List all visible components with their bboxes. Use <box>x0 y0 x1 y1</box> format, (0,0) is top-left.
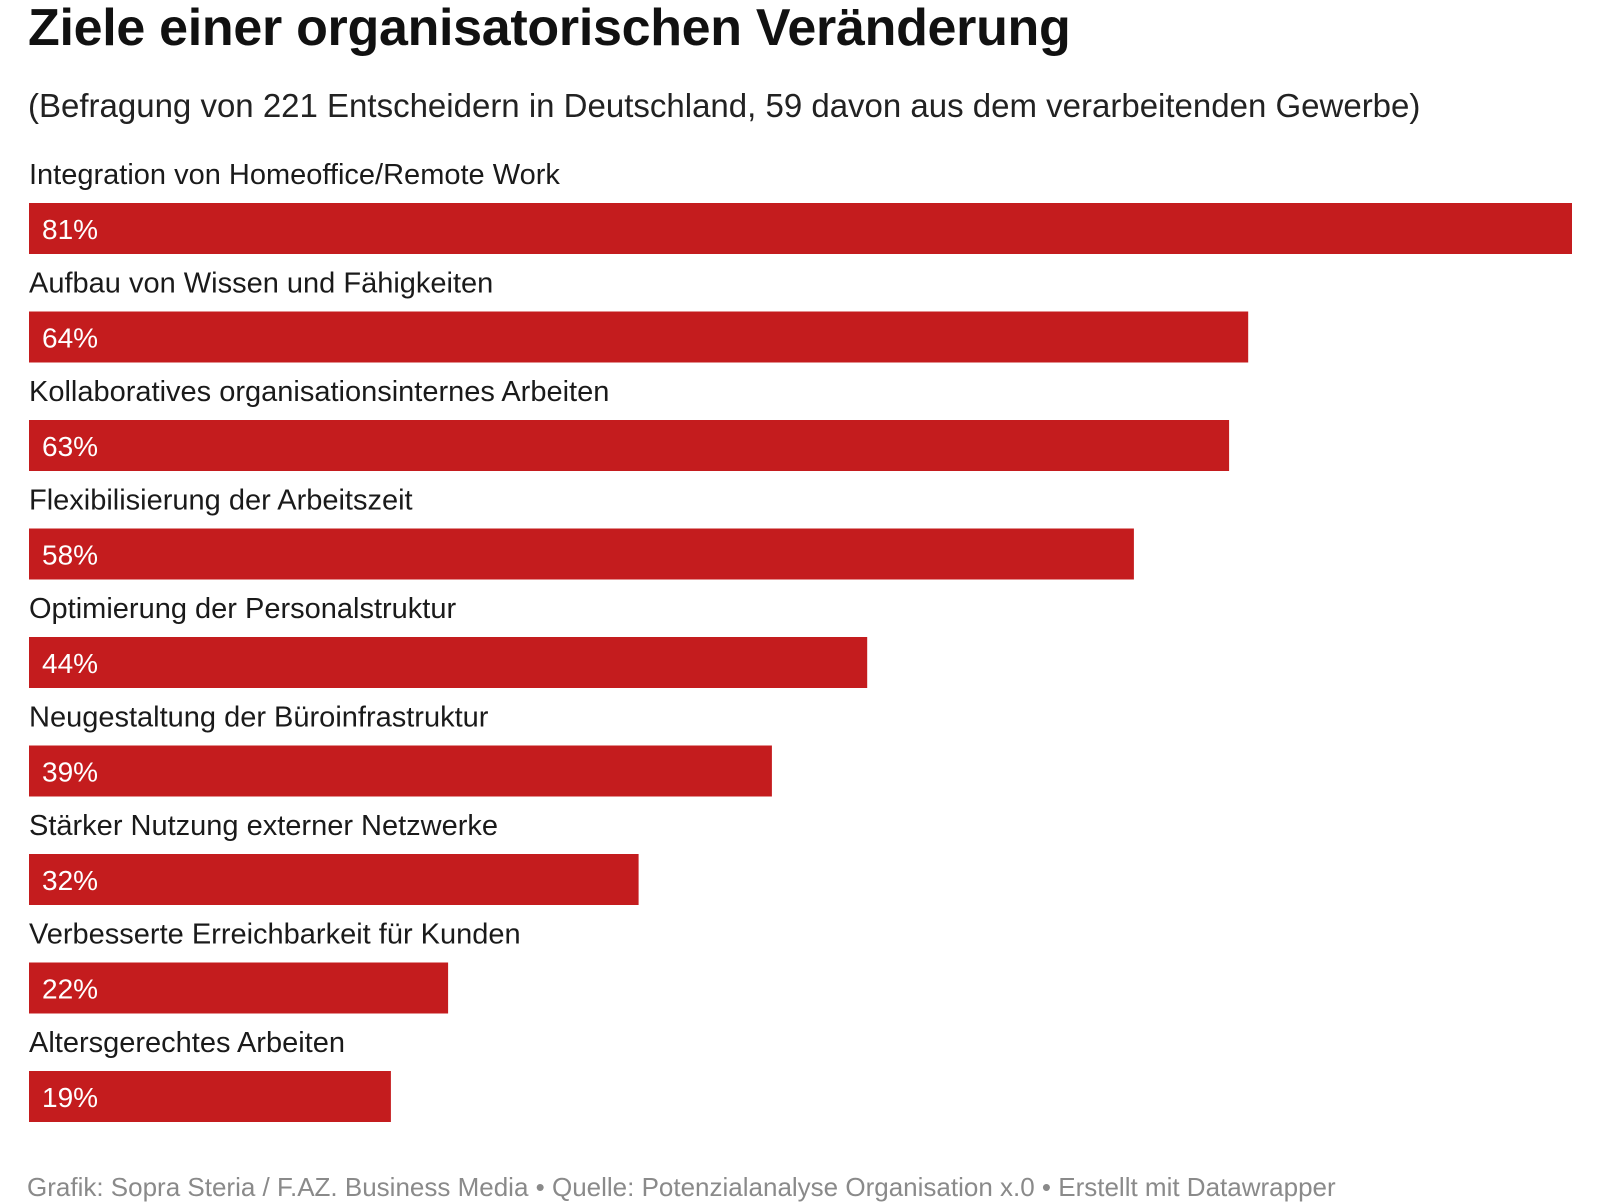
value-label: 44% <box>42 648 98 679</box>
category-label: Stärker Nutzung externer Netzwerke <box>29 810 498 842</box>
bar-row: Stärker Nutzung externer Netzwerke 32% <box>29 810 639 905</box>
value-label: 64% <box>42 323 98 354</box>
bar-row: Optimierung der Personalstruktur 44% <box>29 593 868 688</box>
value-label: 22% <box>42 974 98 1005</box>
bar-row: Aufbau von Wissen und Fähigkeiten 64% <box>29 268 1249 363</box>
value-label: 19% <box>42 1082 98 1113</box>
bar-row: Integration von Homeoffice/Remote Work 81… <box>29 159 1572 254</box>
bar <box>29 637 868 688</box>
bar <box>29 203 1572 254</box>
category-label: Altersgerechtes Arbeiten <box>29 1027 345 1059</box>
category-label: Verbesserte Erreichbarkeit für Kunden <box>29 919 521 951</box>
category-label: Optimierung der Personalstruktur <box>29 593 456 625</box>
value-label: 32% <box>42 865 98 896</box>
bar-row: Neugestaltung der Büroinfrastruktur 39% <box>29 702 772 797</box>
chart-subtitle: (Befragung von 221 Entscheidern in Deuts… <box>28 87 1421 124</box>
chart-title: Ziele einer organisatorischen Veränderun… <box>28 0 1071 57</box>
value-label: 58% <box>42 540 98 571</box>
bar-row: Kollaboratives organisationsinternes Arb… <box>29 376 1230 471</box>
bar <box>29 745 772 797</box>
bar <box>29 962 449 1014</box>
value-label: 63% <box>42 431 98 462</box>
category-label: Neugestaltung der Büroinfrastruktur <box>29 702 489 734</box>
bar-row: Flexibilisierung der Arbeitszeit 58% <box>29 485 1134 580</box>
bar <box>29 854 639 905</box>
bar <box>29 1071 391 1122</box>
category-label: Integration von Homeoffice/Remote Work <box>29 159 560 191</box>
category-label: Flexibilisierung der Arbeitszeit <box>29 485 413 517</box>
value-label: 39% <box>42 757 98 788</box>
bar <box>29 311 1249 363</box>
chart-footer: Grafik: Sopra Steria / F.AZ. Business Me… <box>27 1172 1336 1202</box>
value-label: 81% <box>42 214 98 245</box>
category-label: Aufbau von Wissen und Fähigkeiten <box>29 268 493 300</box>
bar <box>29 528 1134 580</box>
bar-row: Verbesserte Erreichbarkeit für Kunden 22% <box>29 919 521 1014</box>
bar-row: Altersgerechtes Arbeiten 19% <box>29 1027 391 1122</box>
bar <box>29 420 1230 471</box>
category-label: Kollaboratives organisationsinternes Arb… <box>29 376 609 408</box>
